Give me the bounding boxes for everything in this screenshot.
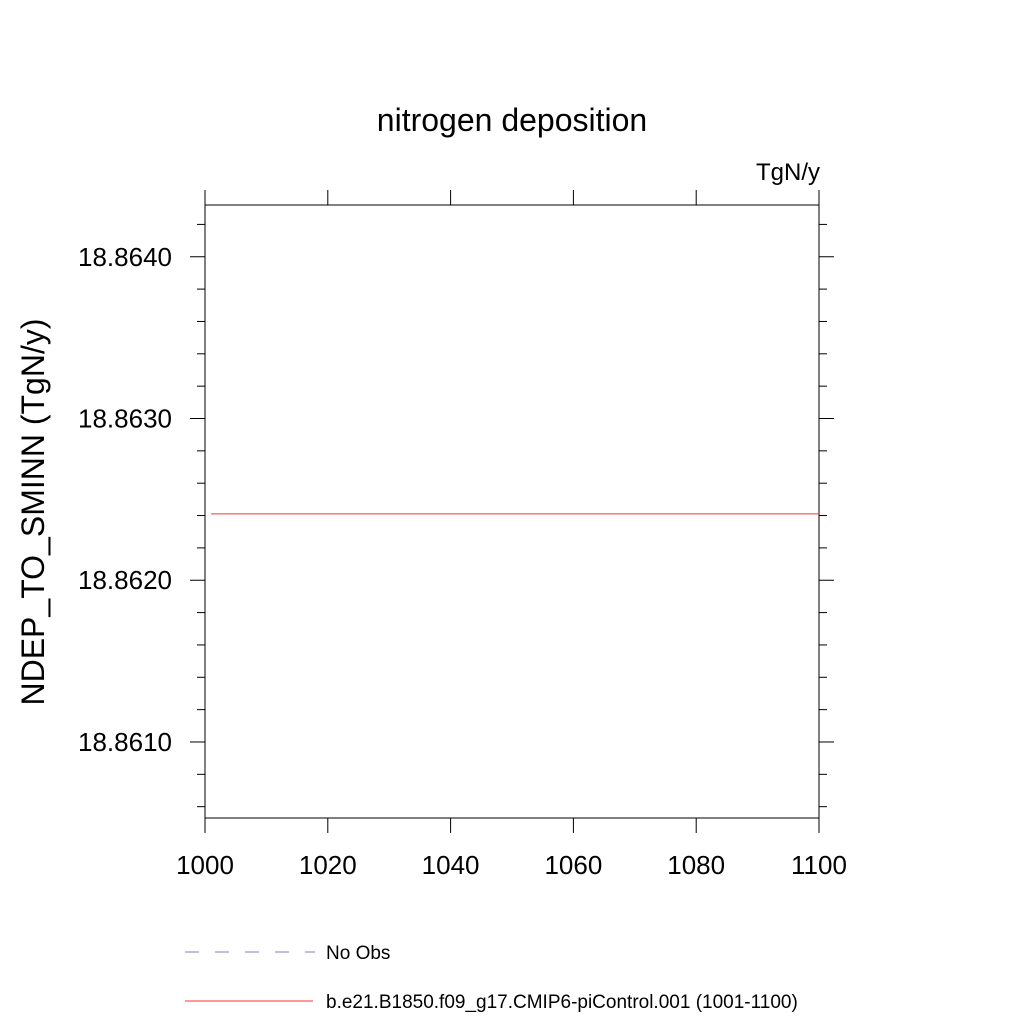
y-axis-label: NDEP_TO_SMINN (TgN/y) — [15, 318, 51, 705]
x-tick-label: 1060 — [544, 850, 602, 880]
legend-label-no-obs: No Obs — [326, 943, 390, 964]
x-tick-label: 1000 — [176, 850, 234, 880]
legend: No Obs b.e21.B1850.f09_g17.CMIP6-piContr… — [185, 943, 798, 1013]
x-tick-label: 1020 — [299, 850, 357, 880]
y-tick-label: 18.8630 — [78, 403, 172, 433]
units-label: TgN/y — [756, 159, 820, 186]
x-tick-label: 1080 — [667, 850, 725, 880]
y-axis-ticks: 18.8610 18.8620 18.8630 18.8640 — [78, 223, 834, 808]
y-tick-label: 18.8620 — [78, 565, 172, 595]
y-tick-label: 18.8640 — [78, 242, 172, 272]
legend-label-picontrol: b.e21.B1850.f09_g17.CMIP6-piControl.001 … — [326, 992, 798, 1013]
x-tick-label: 1040 — [422, 850, 480, 880]
plot-frame — [204, 204, 820, 819]
x-tick-label: 1100 — [791, 850, 847, 880]
x-axis-ticks: 1000 1020 1040 1060 1080 1100 — [176, 190, 847, 880]
y-tick-label: 18.8610 — [78, 727, 172, 757]
chart-title: nitrogen deposition — [377, 102, 647, 138]
